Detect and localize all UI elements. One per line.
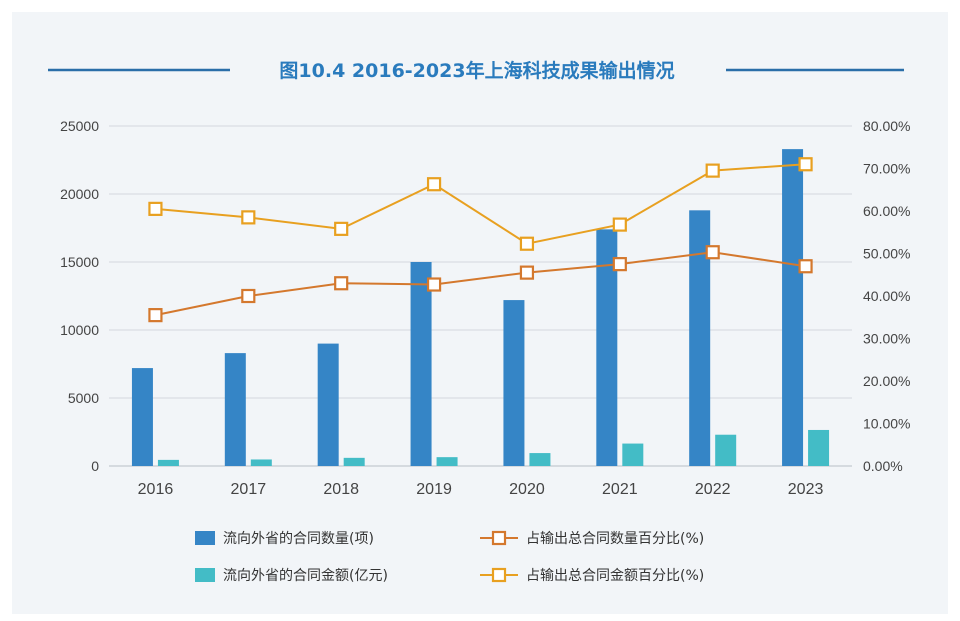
line-marker [798,157,813,172]
right-tick-label: 20.00% [863,373,910,389]
line-series-amount-pct [155,163,806,245]
line-marker [705,163,720,178]
chart-svg: 图10.4 2016-2023年上海科技成果输出情况 0 5000 10000 150… [48,59,910,584]
line-marker [426,177,442,192]
legend-label: 占输出总合同数量百分比(%) [526,531,704,547]
right-tick-label: 60.00% [863,203,910,219]
line-marker [612,257,627,272]
x-category-label: 2022 [695,481,731,498]
x-category-label: 2023 [788,481,824,498]
line-marker [705,245,720,260]
legend-swatch-bar [195,531,215,545]
bar-count [224,353,246,466]
right-tick-label: 40.00% [863,288,910,304]
left-tick-label: 10000 [60,322,99,338]
x-axis-labels: 2016 2017 2018 2019 2020 2021 2022 2023 [138,481,824,498]
legend-swatch-bar [195,568,215,582]
right-axis-ticks: 0.00% 10.00% 20.00% 30.00% 40.00% 50.00% 60.00… [863,118,910,474]
line-series-count-pct [155,251,806,317]
x-category-label: 2017 [231,481,267,498]
line-marker [148,201,163,216]
bar-amount [715,434,737,466]
legend-swatch-marker [491,530,507,546]
line-marker [798,259,813,274]
line-marker [519,265,535,280]
chart-title: 图10.4 2016-2023年上海科技成果输出情况 [279,59,674,82]
left-tick-label: 20000 [60,186,99,202]
line-marker [241,288,256,304]
line-marker [334,276,349,291]
left-tick-label: 15000 [60,254,99,270]
x-category-label: 2021 [602,481,638,498]
bar-count [131,368,153,466]
bar-count [596,229,618,466]
right-tick-label: 30.00% [863,331,910,347]
bar-count [410,262,432,466]
bar-amount [343,457,365,466]
line-marker [612,217,627,232]
chart-panel: 图10.4 2016-2023年上海科技成果输出情况 0 5000 10000 150… [12,12,948,614]
bar-amount [250,459,272,466]
right-tick-label: 0.00% [863,458,903,474]
line-marker [148,308,163,323]
right-tick-label: 10.00% [863,416,910,432]
right-tick-label: 70.00% [863,161,910,177]
left-axis-ticks: 0 5000 10000 15000 20000 25000 [60,118,99,474]
x-category-label: 2020 [509,481,545,498]
x-category-label: 2018 [323,481,359,498]
line-marker [426,277,442,292]
bar-amount [157,459,179,466]
x-category-label: 2016 [138,481,174,498]
bar-series [131,149,830,466]
left-tick-label: 0 [91,458,99,474]
bar-amount [436,457,458,466]
left-tick-label: 25000 [60,118,99,134]
line-marker [334,221,349,236]
bar-count [689,210,711,466]
bar-count [782,149,804,466]
bar-count [317,343,339,466]
legend-label: 流向外省的合同金额(亿元) [223,568,388,584]
legend-label: 占输出总合同金额百分比(%) [526,568,704,584]
bar-amount [808,429,830,466]
right-tick-label: 80.00% [863,118,910,134]
gridlines [109,125,852,467]
legend-label: 流向外省的合同数量(项) [223,531,374,547]
right-tick-label: 50.00% [863,246,910,262]
line-series [148,157,813,323]
bar-count [503,300,525,466]
bar-amount [529,453,551,466]
line-marker [519,236,535,251]
line-marker [241,210,256,225]
bar-amount [622,443,644,466]
legend: 流向外省的合同数量(项) 流向外省的合同金额(亿元) 占输出总合同数量百分比(%) 占… [195,530,704,584]
left-tick-label: 5000 [68,390,99,406]
legend-swatch-marker [491,567,507,583]
x-category-label: 2019 [416,481,452,498]
